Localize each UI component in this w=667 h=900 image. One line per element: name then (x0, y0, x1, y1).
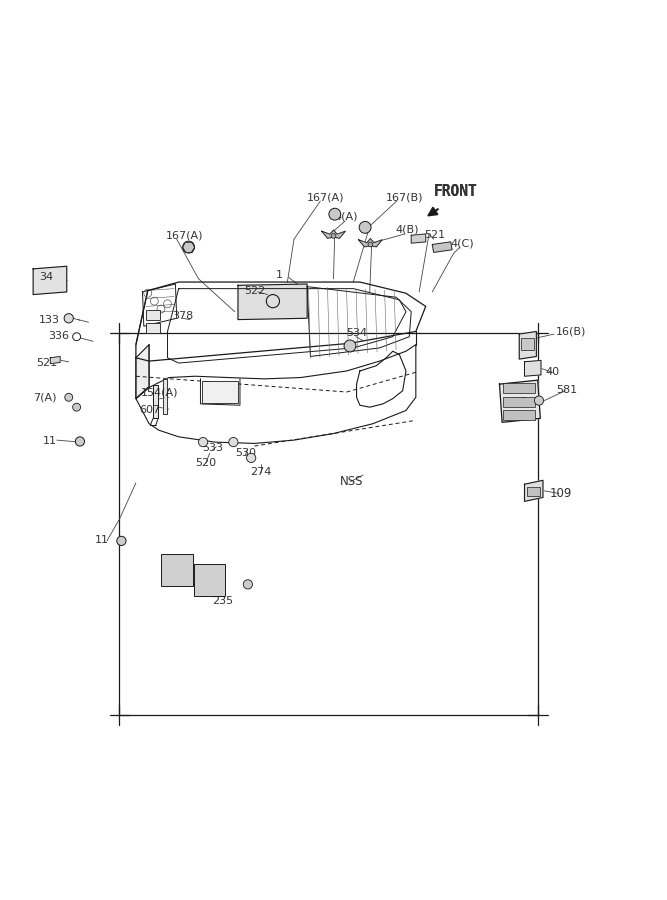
Polygon shape (359, 238, 382, 247)
Bar (146, 323, 160, 333)
Polygon shape (524, 481, 543, 501)
Circle shape (199, 437, 207, 446)
Text: 34: 34 (39, 273, 53, 283)
Text: LHD: LHD (514, 398, 528, 407)
Circle shape (368, 242, 373, 247)
Bar (504, 410, 535, 419)
Text: 154(A): 154(A) (141, 388, 179, 398)
Circle shape (117, 536, 126, 545)
Text: 520: 520 (195, 458, 216, 468)
Polygon shape (163, 379, 167, 414)
Text: 607: 607 (139, 406, 160, 416)
Polygon shape (238, 284, 307, 319)
Circle shape (344, 340, 356, 352)
Polygon shape (412, 234, 426, 243)
Text: 16(B): 16(B) (556, 327, 586, 337)
Circle shape (247, 454, 255, 463)
Text: 522: 522 (245, 285, 266, 295)
Text: 167(A): 167(A) (307, 192, 345, 202)
Bar (146, 310, 160, 320)
Bar (161, 554, 193, 586)
Text: 133: 133 (39, 315, 60, 325)
Circle shape (534, 396, 544, 405)
Circle shape (243, 580, 253, 589)
Text: 1: 1 (275, 270, 283, 280)
Text: FRONT: FRONT (434, 184, 477, 199)
Polygon shape (321, 230, 346, 238)
Circle shape (331, 234, 336, 238)
Text: 4(C): 4(C) (451, 238, 474, 248)
Text: 69: 69 (205, 578, 219, 588)
Text: 521: 521 (424, 230, 446, 240)
Polygon shape (524, 360, 541, 376)
Bar (504, 383, 535, 393)
Circle shape (229, 437, 238, 446)
Text: 167(B): 167(B) (386, 192, 424, 202)
Text: 11: 11 (43, 436, 57, 446)
Circle shape (75, 436, 85, 446)
Bar (521, 338, 534, 350)
Circle shape (73, 403, 81, 411)
Text: 7(A): 7(A) (33, 392, 57, 402)
Bar (527, 487, 540, 496)
Polygon shape (500, 380, 540, 422)
Text: 534: 534 (347, 328, 368, 338)
Polygon shape (50, 356, 60, 364)
Polygon shape (153, 385, 158, 418)
Text: 336: 336 (48, 331, 69, 341)
Polygon shape (136, 345, 149, 399)
Text: 274: 274 (251, 467, 272, 477)
Text: 109: 109 (550, 487, 572, 500)
Polygon shape (33, 266, 67, 294)
Bar (504, 397, 535, 407)
Text: 11: 11 (95, 536, 109, 545)
Text: NSS: NSS (340, 475, 364, 488)
Circle shape (360, 221, 371, 233)
Circle shape (65, 393, 73, 401)
Text: 69: 69 (174, 567, 188, 577)
Text: 167(A): 167(A) (165, 230, 203, 240)
Text: 40: 40 (546, 367, 560, 377)
Text: 378: 378 (172, 310, 193, 320)
Text: 530: 530 (235, 448, 255, 458)
Circle shape (329, 208, 341, 220)
Circle shape (64, 314, 73, 323)
Text: FRONT: FRONT (434, 184, 477, 199)
Text: 581: 581 (556, 385, 577, 395)
Text: 4(B): 4(B) (396, 224, 419, 234)
Polygon shape (519, 331, 536, 359)
Bar (119, 333, 538, 715)
Polygon shape (432, 242, 452, 252)
Text: 235: 235 (212, 597, 233, 607)
Circle shape (183, 241, 195, 253)
Text: 533: 533 (201, 443, 223, 453)
Bar (201, 382, 238, 402)
Text: 4(A): 4(A) (335, 212, 358, 221)
Text: 521: 521 (36, 358, 57, 368)
Bar (194, 564, 225, 596)
